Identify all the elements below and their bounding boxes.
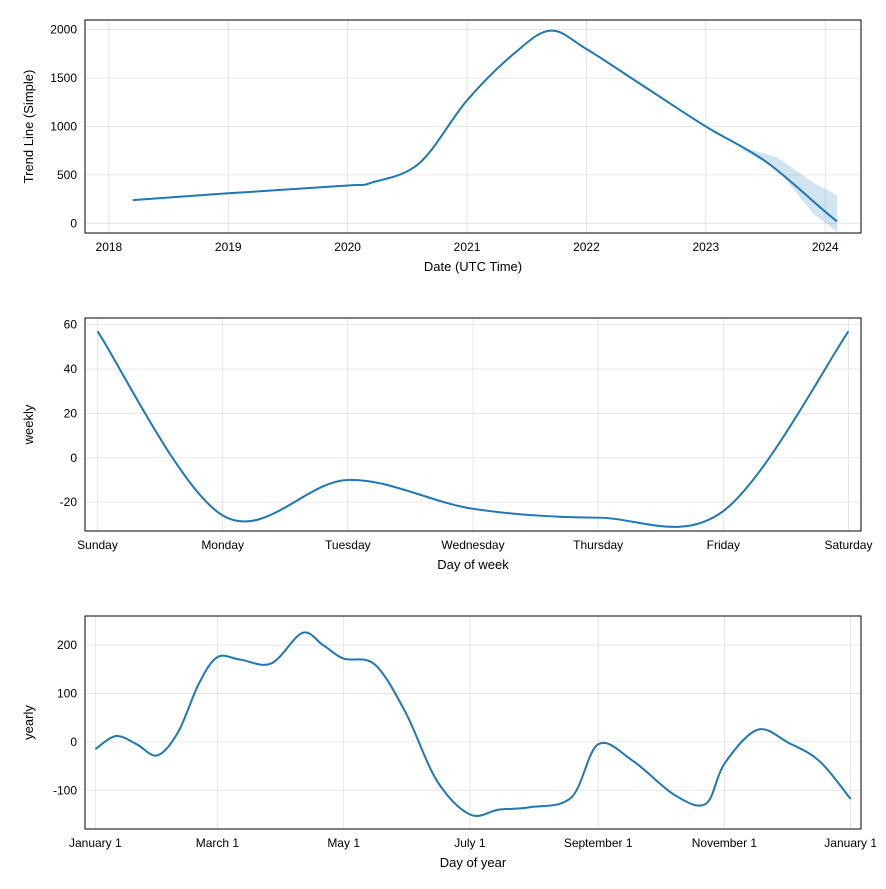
- x-tick-label: 2019: [215, 240, 242, 254]
- y-tick-label: 60: [64, 318, 78, 332]
- x-tick-label: 2022: [573, 240, 600, 254]
- y-tick-label: 100: [57, 686, 77, 700]
- x-tick-label: July 1: [454, 836, 486, 850]
- x-tick-label: 2024: [812, 240, 839, 254]
- figure-svg: 2018201920202021202220232024050010001500…: [10, 10, 876, 879]
- y-tick-label: 40: [64, 362, 78, 376]
- y-tick-label: 0: [70, 735, 77, 749]
- panel-yearly: January 1 March 1 May 1 July 1 September 1 No…: [21, 616, 876, 870]
- y-tick-label: 1000: [50, 120, 77, 134]
- plot-border: [85, 616, 861, 829]
- y-tick-label: 1500: [50, 71, 77, 85]
- uncertainty-band: [742, 147, 838, 232]
- x-tick-label: September 1: [564, 836, 633, 850]
- x-tick-label: Saturday: [824, 538, 872, 552]
- y-tick-label: 0: [70, 451, 77, 465]
- chart-container: 2018201920202021202220232024050010001500…: [10, 10, 876, 879]
- y-axis-label: Trend Line (Simple): [21, 70, 36, 184]
- x-tick-label: Thursday: [573, 538, 623, 552]
- y-tick-label: 20: [64, 406, 78, 420]
- y-tick-label: 0: [70, 216, 77, 230]
- panel-weekly: Sunday Monday Tuesday Wednesday Thursday Frid…: [21, 318, 872, 572]
- x-tick-label: 2023: [692, 240, 719, 254]
- x-tick-label: 2018: [96, 240, 123, 254]
- x-tick-label: Tuesday: [325, 538, 371, 552]
- x-tick-label: 2020: [334, 240, 361, 254]
- x-tick-label: January 1: [69, 836, 122, 850]
- y-axis-label: weekly: [21, 404, 36, 445]
- x-tick-label: January 1: [824, 836, 876, 850]
- y-tick-label: 500: [57, 168, 77, 182]
- x-axis-label: Day of week: [437, 557, 509, 572]
- x-axis-label: Day of year: [440, 855, 507, 870]
- y-tick-label: -20: [60, 495, 78, 509]
- yearly-line: [95, 632, 850, 816]
- x-tick-label: May 1: [327, 836, 360, 850]
- y-tick-label: 2000: [50, 23, 77, 37]
- x-tick-label: Friday: [707, 538, 740, 552]
- x-tick-label: Monday: [201, 538, 244, 552]
- trend-line: [133, 31, 837, 222]
- y-axis-label: yearly: [21, 705, 36, 740]
- x-tick-label: March 1: [196, 836, 240, 850]
- panel-trend: 2018 2019 2020 2021 2022 2023 2024 0 500 1000 1500…: [21, 20, 861, 274]
- x-axis-label: Date (UTC Time): [424, 259, 522, 274]
- x-tick-label: November 1: [692, 836, 758, 850]
- x-tick-label: Sunday: [77, 538, 118, 552]
- x-tick-label: 2021: [454, 240, 481, 254]
- y-tick-label: -100: [53, 783, 77, 797]
- y-tick-label: 200: [57, 638, 77, 652]
- x-tick-label: Wednesday: [441, 538, 504, 552]
